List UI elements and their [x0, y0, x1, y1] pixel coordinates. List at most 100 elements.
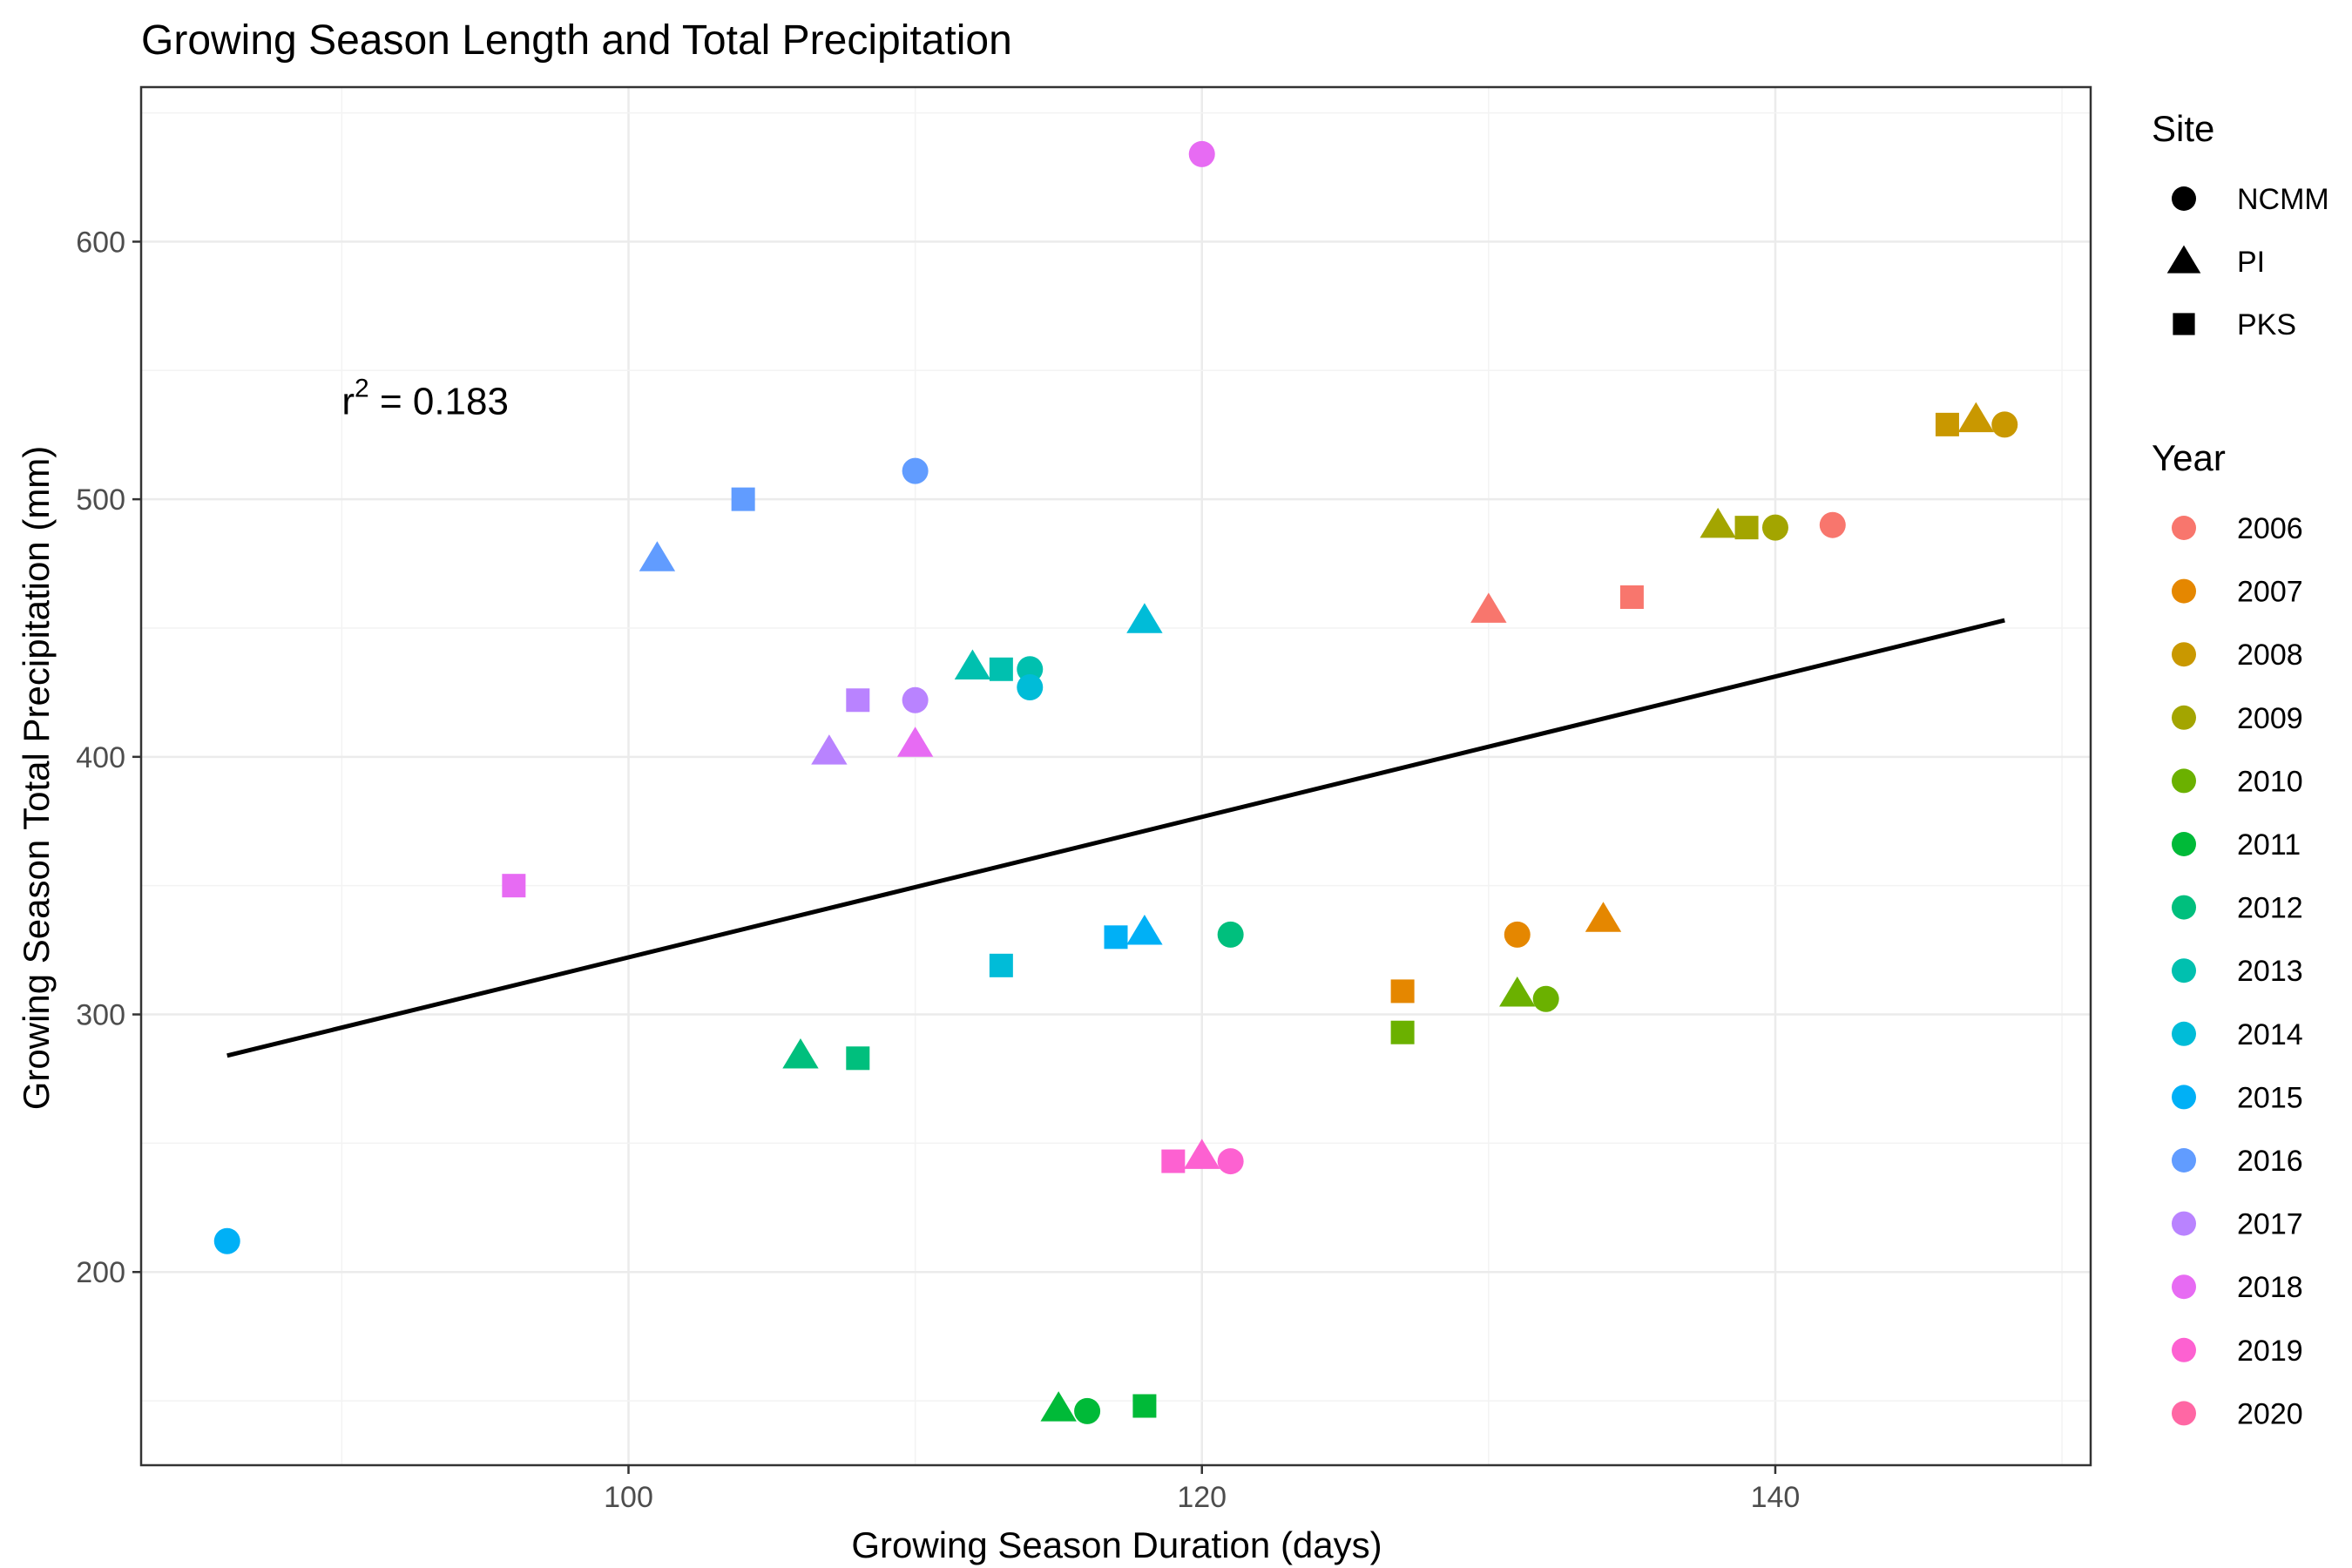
data-point-ncmm-2006	[1819, 511, 1846, 538]
legend-year-label: 2010	[2237, 765, 2303, 798]
data-point-ncmm-2015	[213, 1227, 240, 1254]
legend-year-key	[2172, 642, 2196, 667]
legend-year-label: 2014	[2237, 1018, 2303, 1051]
legend-year-key	[2172, 1021, 2196, 1046]
legend-site-key-circle	[2172, 186, 2196, 211]
legend-year-label: 2007	[2237, 576, 2303, 609]
legend-year-key	[2172, 895, 2196, 920]
r-squared-value: = 0.183	[369, 381, 509, 423]
legend-site-label: NCMM	[2237, 183, 2329, 216]
y-tick-label: 200	[76, 1256, 125, 1289]
data-point-pks-2007	[1390, 979, 1415, 1004]
legend-year-key	[2172, 1274, 2196, 1300]
data-point-pks-2016	[731, 487, 755, 511]
data-point-pi-2008	[1957, 402, 1995, 433]
legend-site-label: PKS	[2237, 308, 2296, 341]
legend-year-label: 2009	[2237, 702, 2303, 735]
data-point-pi-2011	[1040, 1391, 1077, 1422]
x-axis-title: Growing Season Duration (days)	[851, 1524, 1382, 1565]
legend-year-label: 2008	[2237, 639, 2303, 672]
legend-year-key	[2172, 832, 2196, 856]
data-point-ncmm-2007	[1504, 921, 1531, 948]
data-point-ncmm-2019	[1217, 1148, 1244, 1175]
r-squared-superscript: 2	[355, 375, 369, 403]
data-point-pi-2013	[954, 649, 991, 679]
data-point-pi-2015	[1126, 915, 1163, 945]
data-point-pks-2014	[989, 953, 1013, 977]
data-point-pi-2010	[1499, 977, 1536, 1007]
legend-year-label: 2017	[2237, 1208, 2303, 1241]
data-point-pi-2017	[811, 734, 848, 765]
y-tick-label: 600	[76, 226, 125, 259]
data-point-ncmm-2012	[1217, 921, 1244, 948]
data-point-ncmm-2016	[902, 457, 929, 484]
r-squared-base: r	[341, 381, 355, 423]
y-tick-label: 300	[76, 999, 125, 1032]
data-point-ncmm-2018	[1188, 140, 1215, 167]
legend-year-key	[2172, 1085, 2196, 1110]
data-point-ncmm-2008	[1991, 411, 2018, 438]
data-points	[213, 140, 2018, 1424]
legend-year-label: 2006	[2237, 512, 2303, 545]
x-tick-label: 120	[1177, 1481, 1227, 1514]
legend-site: Site NCMM PI PKS	[2152, 108, 2329, 341]
legend-year-label: 2020	[2237, 1397, 2303, 1430]
trend-line	[226, 618, 2005, 1058]
legend-year-label: 2019	[2237, 1335, 2303, 1368]
data-point-pks-2011	[1132, 1394, 1157, 1418]
grid-lines	[141, 87, 2091, 1465]
axis-ticks: 100 120 140 200 300 400 500 600	[76, 226, 1800, 1514]
data-point-pi-2018	[896, 727, 934, 757]
data-point-pks-2017	[846, 688, 870, 713]
data-point-pks-2015	[1104, 925, 1128, 950]
data-point-pks-2018	[502, 874, 526, 898]
legend-year-key	[2172, 1401, 2196, 1426]
legend-year-key	[2172, 958, 2196, 983]
legend-year-label: 2012	[2237, 892, 2303, 925]
legend-year-key	[2172, 1148, 2196, 1173]
legend-site-key-square	[2173, 313, 2195, 335]
y-tick-label: 400	[76, 741, 125, 774]
x-tick-label: 140	[1751, 1481, 1801, 1514]
data-point-ncmm-2017	[902, 686, 929, 713]
legend-year-key	[2172, 705, 2196, 730]
data-point-ncmm-2009	[1761, 514, 1788, 541]
data-point-pi-2009	[1700, 507, 1736, 538]
legend-year-label: 2015	[2237, 1081, 2303, 1114]
data-point-pi-2006	[1470, 592, 1507, 623]
data-point-ncmm-2014	[1017, 673, 1044, 700]
x-tick-label: 100	[604, 1481, 653, 1514]
legend-year-label: 2013	[2237, 955, 2303, 988]
legend-year-key	[2172, 768, 2196, 794]
y-axis-title: Growing Season Total Precipitation (mm)	[16, 446, 57, 1111]
data-point-pks-2006	[1619, 585, 1644, 609]
data-point-ncmm-2010	[1532, 985, 1559, 1012]
legend-year-key	[2172, 1337, 2196, 1362]
legend-year: Year 2006 2007 2008 2009 2010 2011 2012 2013 201…	[2152, 437, 2303, 1430]
legend-year-label: 2016	[2237, 1145, 2303, 1178]
panel-border	[139, 85, 2092, 1467]
data-point-pi-2012	[782, 1037, 819, 1069]
legend-year-key	[2172, 578, 2196, 604]
data-point-pks-2019	[1161, 1149, 1186, 1173]
legend-site-label: PI	[2237, 246, 2265, 279]
legend-year-label: 2018	[2237, 1271, 2303, 1304]
legend-year-key	[2172, 516, 2196, 540]
data-point-pi-2016	[639, 541, 676, 571]
data-point-pks-2013	[989, 657, 1013, 681]
data-point-ncmm-2013	[1017, 656, 1044, 683]
legend-year-label: 2011	[2237, 828, 2301, 862]
data-point-pks-2012	[846, 1046, 870, 1071]
data-point-pks-2009	[1734, 516, 1759, 540]
data-point-pi-2014	[1126, 603, 1163, 633]
chart-title: Growing Season Length and Total Precipit…	[141, 17, 1012, 64]
legend-year-title: Year	[2152, 437, 2226, 478]
data-point-pi-2007	[1585, 902, 1622, 932]
data-point-pks-2010	[1390, 1020, 1415, 1044]
y-tick-label: 500	[76, 483, 125, 517]
legend-site-title: Site	[2152, 108, 2214, 149]
legend-site-key-triangle	[2166, 245, 2201, 274]
legend-year-key	[2172, 1211, 2196, 1236]
